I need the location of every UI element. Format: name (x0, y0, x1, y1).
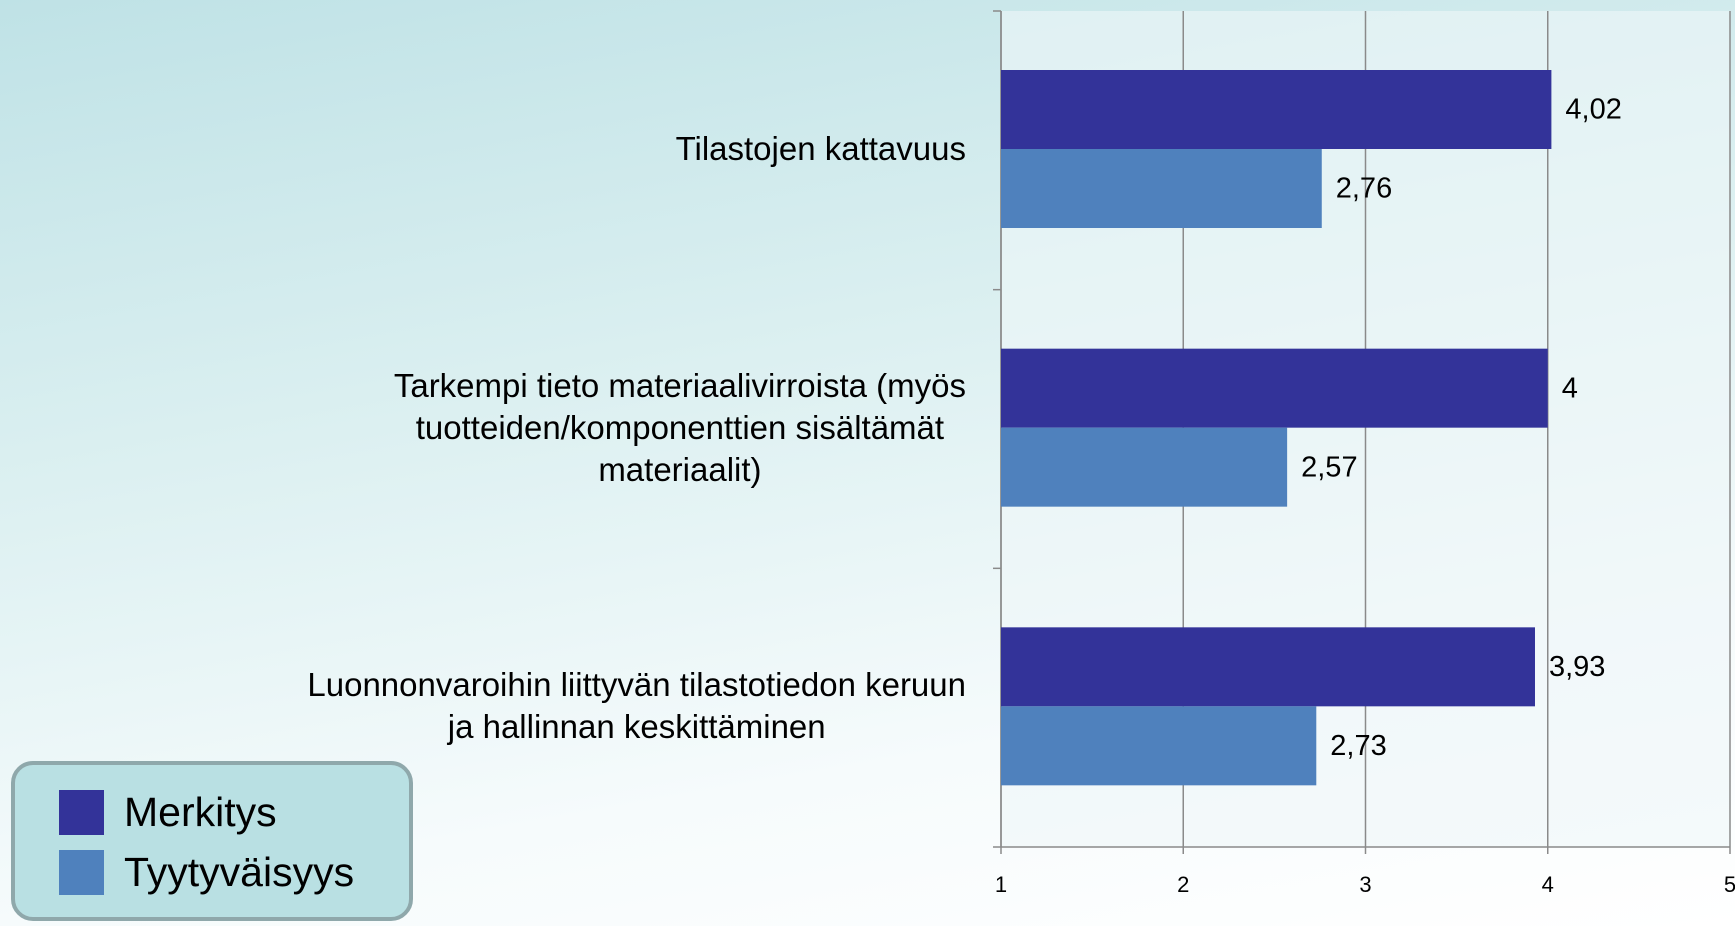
category-label: Luonnonvaroihin liittyvän tilastotiedon … (307, 666, 966, 746)
category-label-wrap: Luonnonvaroihin liittyvän tilastotiedon … (66, 664, 966, 748)
legend-swatch (59, 850, 104, 895)
bar (1001, 149, 1322, 228)
data-label: 3,93 (1549, 651, 1605, 683)
data-label: 2,57 (1301, 451, 1357, 483)
x-tick-label: 1 (995, 872, 1007, 897)
category-label-wrap: Tilastojen kattavuus (66, 128, 966, 170)
category-label-wrap: Tarkempi tieto materiaalivirroista (myös… (66, 365, 966, 491)
category-label: Tarkempi tieto materiaalivirroista (myös… (393, 366, 966, 488)
bar (1001, 706, 1317, 786)
legend-item: Tyytyväisyys (59, 849, 354, 896)
data-label: 4,02 (1565, 94, 1621, 126)
category-label: Tilastojen kattavuus (675, 130, 966, 167)
bar (1001, 627, 1535, 707)
x-tick-label: 5 (1724, 872, 1735, 897)
data-label: 2,73 (1330, 730, 1386, 762)
x-tick-label: 2 (1177, 872, 1189, 897)
legend-item: Merkitys (59, 789, 277, 836)
x-tick-label: 3 (1359, 872, 1371, 897)
x-tick-label: 4 (1542, 872, 1554, 897)
bar (1001, 70, 1552, 149)
bar (1001, 348, 1548, 428)
bar (1001, 427, 1288, 507)
legend-label: Merkitys (124, 789, 277, 835)
legend-label: Tyytyväisyys (124, 849, 355, 895)
data-label: 4 (1562, 372, 1578, 404)
legend-swatch (59, 790, 104, 835)
data-label: 2,76 (1336, 173, 1392, 205)
legend: Merkitys Tyytyväisyys (11, 761, 413, 921)
